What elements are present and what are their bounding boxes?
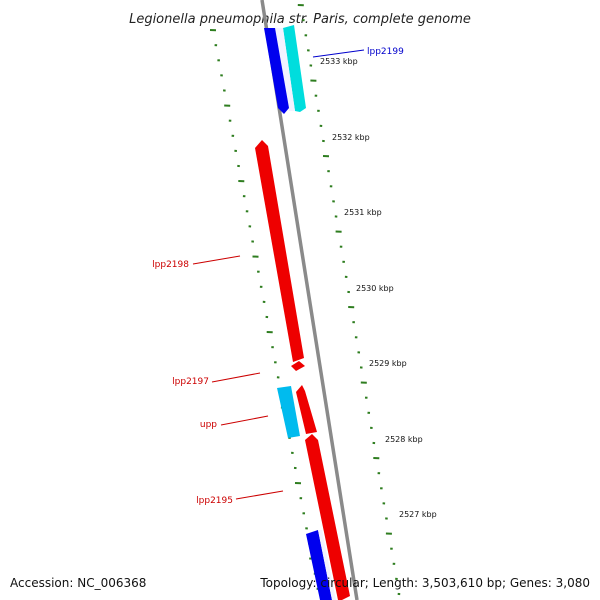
gene-lpp2197[interactable] <box>291 361 305 371</box>
map-title: Legionella pneumophila str. Paris, compl… <box>129 12 471 27</box>
gene-lpp2199[interactable] <box>283 25 306 112</box>
label-connector <box>235 490 284 500</box>
gene-feature[interactable] <box>275 28 295 111</box>
topology-text: Topology: circular; Length: 3,503,610 bp… <box>260 576 590 590</box>
label-connector <box>220 415 269 426</box>
tick-label: 2531 kbp <box>344 208 382 217</box>
tick-label: 2533 kbp <box>320 57 358 66</box>
gene-label-lpp2195: lpp2195 <box>196 496 233 506</box>
gene-labels: lpp2199 lpp2198 lpp2197 upp lpp2195 <box>152 47 404 506</box>
gene-label-upp: upp <box>200 420 217 430</box>
gene-feature[interactable] <box>264 28 289 114</box>
accession-text: Accession: NC_006368 <box>10 576 147 590</box>
gene-lpp2195[interactable] <box>305 434 350 600</box>
forward-strand-genes <box>264 25 336 600</box>
gene-upp[interactable] <box>277 386 300 438</box>
label-connector <box>192 255 241 265</box>
tick-label: 2528 kbp <box>385 435 423 444</box>
label-connector <box>312 49 365 58</box>
tick-label: 2527 kbp <box>399 510 437 519</box>
label-connector <box>211 372 261 383</box>
gene-lpp2198[interactable] <box>255 140 304 362</box>
tick-label: 2529 kbp <box>369 359 407 368</box>
gene-feature[interactable] <box>318 530 336 600</box>
gene-label-lpp2199: lpp2199 <box>367 47 404 57</box>
gene-label-lpp2197: lpp2197 <box>172 377 209 387</box>
outer-ruler <box>297 4 401 596</box>
tick-labels: 2533 kbp 2532 kbp 2531 kbp 2530 kbp 2529… <box>320 57 437 519</box>
tick-label: 2530 kbp <box>356 284 394 293</box>
reverse-strand-genes <box>255 140 350 600</box>
gene-label-lpp2198: lpp2198 <box>152 260 189 270</box>
gene-feature[interactable] <box>306 530 332 600</box>
tick-label: 2532 kbp <box>332 133 370 142</box>
gene-feature[interactable] <box>296 385 317 434</box>
